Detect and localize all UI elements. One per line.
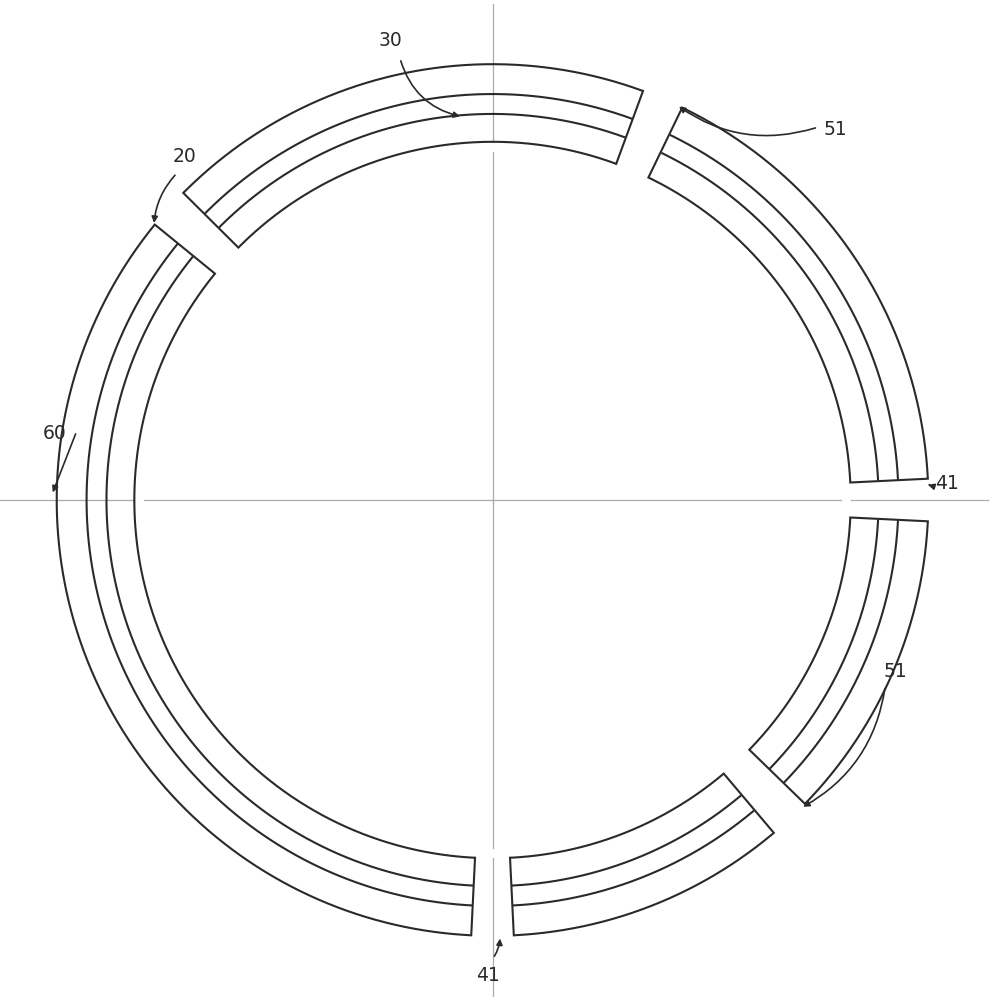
Text: 60: 60	[43, 424, 67, 443]
Text: 41: 41	[934, 474, 958, 493]
Text: 41: 41	[475, 966, 499, 985]
Text: 51: 51	[883, 662, 907, 681]
Text: 20: 20	[172, 147, 196, 166]
Text: 30: 30	[378, 31, 402, 50]
Text: 51: 51	[823, 120, 847, 139]
